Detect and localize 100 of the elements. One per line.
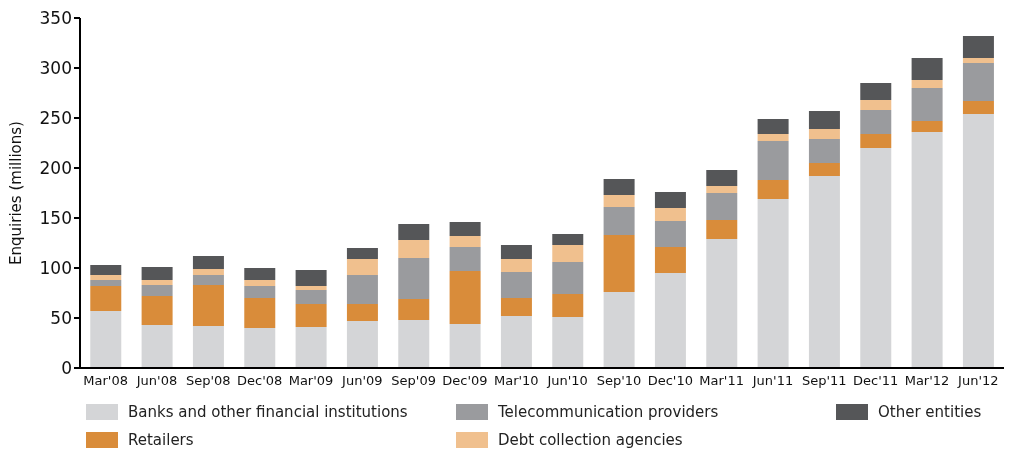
bar — [346, 275, 378, 304]
bar — [911, 80, 943, 88]
x-tick-label: Dec'10 — [647, 373, 693, 389]
legend-label: Telecommunication providers — [498, 403, 719, 421]
y-tick-label: 0 — [61, 358, 72, 379]
x-tick-label: Mar'10 — [494, 373, 539, 389]
bar — [911, 88, 943, 121]
x-tick-label: Jun'08 — [135, 373, 178, 389]
bar — [962, 114, 994, 368]
bar — [654, 192, 686, 208]
x-tick-label: Sep'09 — [391, 373, 436, 389]
bar — [808, 139, 840, 163]
bar — [860, 148, 892, 368]
x-tick-label: Jun'09 — [341, 373, 383, 389]
bar — [552, 245, 584, 262]
bar — [192, 275, 224, 285]
bar — [141, 325, 173, 368]
bar — [552, 262, 584, 294]
bar — [449, 324, 481, 368]
x-tick-label: Dec'08 — [237, 373, 283, 389]
bar — [860, 134, 892, 148]
bar — [500, 298, 532, 316]
bar — [295, 290, 327, 304]
bar — [706, 170, 738, 186]
legend-label: Debt collection agencies — [498, 431, 683, 449]
bar — [757, 141, 789, 180]
x-tick-label: Jun'11 — [751, 373, 794, 389]
bar — [346, 321, 378, 368]
x-tick-label: Jun'10 — [546, 373, 588, 389]
bar — [603, 207, 635, 235]
bar — [398, 224, 430, 240]
bar — [706, 193, 738, 220]
bar — [141, 296, 173, 325]
bar — [552, 294, 584, 317]
x-tick-label: Mar'08 — [83, 373, 128, 389]
y-tick-label: 150 — [39, 208, 72, 229]
bar — [808, 176, 840, 368]
x-tick-label: Dec'09 — [442, 373, 488, 389]
bar — [654, 208, 686, 221]
bar — [398, 240, 430, 258]
bar — [449, 236, 481, 247]
bar — [911, 121, 943, 132]
bar — [192, 285, 224, 326]
bar — [346, 248, 378, 259]
bar — [244, 286, 276, 298]
bar — [706, 186, 738, 193]
bar — [295, 286, 327, 290]
bar — [654, 221, 686, 247]
bar — [911, 58, 943, 80]
bar — [962, 58, 994, 63]
bar — [449, 247, 481, 271]
bar — [654, 273, 686, 368]
bar — [500, 272, 532, 298]
bar — [90, 286, 122, 311]
bar — [962, 101, 994, 114]
bar — [192, 256, 224, 269]
bar — [603, 179, 635, 195]
bar — [962, 36, 994, 58]
bar — [141, 285, 173, 296]
bar — [552, 234, 584, 245]
bar — [449, 222, 481, 236]
bar — [346, 259, 378, 275]
bar — [90, 265, 122, 275]
x-tick-label: Jun'12 — [957, 373, 999, 389]
bar — [757, 134, 789, 141]
bar — [244, 328, 276, 368]
bar — [244, 298, 276, 328]
bar — [192, 269, 224, 275]
bar — [500, 259, 532, 272]
bar — [500, 245, 532, 259]
x-tick-label: Mar'12 — [904, 373, 950, 389]
legend-label: Retailers — [128, 431, 194, 449]
bar — [808, 129, 840, 139]
y-tick-label: 50 — [50, 308, 72, 329]
bar — [398, 320, 430, 368]
bar — [911, 132, 943, 368]
y-tick-label: 200 — [39, 158, 72, 179]
bar — [90, 275, 122, 280]
bar — [757, 180, 789, 199]
bar — [346, 304, 378, 321]
bar — [90, 311, 122, 368]
y-axis-title: Enquiries (millions) — [7, 121, 26, 265]
bar — [295, 327, 327, 368]
bar — [295, 270, 327, 286]
bar — [654, 247, 686, 273]
bar — [603, 195, 635, 207]
bar — [141, 267, 173, 280]
bar — [90, 280, 122, 286]
x-tick-label: Mar'09 — [288, 373, 334, 389]
bar — [808, 163, 840, 176]
bar — [757, 119, 789, 134]
bar — [244, 268, 276, 280]
bar — [295, 304, 327, 327]
bar — [962, 63, 994, 101]
y-tick-label: 100 — [39, 258, 72, 279]
y-tick-label: 350 — [39, 8, 72, 29]
bar — [706, 239, 738, 368]
bar — [757, 199, 789, 368]
bar — [860, 100, 892, 110]
bar — [603, 292, 635, 368]
